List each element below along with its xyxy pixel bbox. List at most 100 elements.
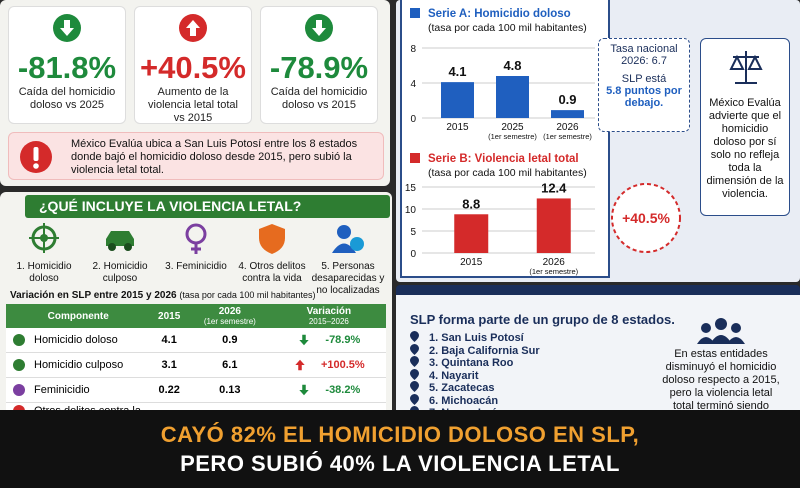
pin-shape: [410, 393, 419, 405]
pin-shape: [410, 343, 419, 355]
trend-arrow: [299, 334, 310, 346]
cell-text: -78.9%: [325, 333, 361, 346]
state: 1. San Luis Potosí: [410, 331, 524, 344]
table-subtitle: (tasa por cada 100 mil habitantes): [179, 290, 316, 300]
state: 4. Nayarit: [410, 368, 479, 382]
icon-arrow: [312, 20, 326, 36]
y-tick-label: 0: [410, 249, 416, 260]
table-cell: 0.22: [150, 377, 188, 403]
series-swatch: [410, 153, 420, 163]
nacional-slp: SLP está: [621, 73, 667, 85]
item-icon: [185, 223, 207, 254]
state-name: 1. San Luis Potosí: [429, 332, 524, 344]
x-tick-sublabel: (1er semestre): [488, 132, 537, 141]
stat-label: Aumento de la violencia letal total vs 2…: [148, 86, 238, 124]
cell-text: -38.2%: [325, 383, 361, 396]
cell-text: 3.1: [161, 359, 177, 371]
x-tick-label: 2026: [543, 257, 566, 268]
cell-text: 0.22: [158, 384, 180, 396]
stat-card: -81.8% Caída del homicidio doloso vs 2025: [8, 6, 126, 124]
icon: [185, 223, 207, 245]
bar: [454, 214, 489, 253]
table-row: Feminicidio 0.22 0.13 -38.2%: [6, 377, 386, 403]
x-tick-label: 2025: [501, 122, 524, 133]
table-cell: Homicidio culposo: [6, 352, 151, 378]
chart-title: Serie A: Homicidio doloso: [428, 8, 571, 20]
value-label: 12.4: [541, 180, 567, 195]
bar: [551, 110, 584, 118]
item-label: 1. Homicidio doloso: [16, 261, 72, 284]
table-heading: Variación en SLP entre 2015 y 2026 (tasa…: [10, 290, 315, 301]
stat-icon: [179, 14, 207, 42]
header-sub: 2015–2026: [308, 317, 349, 326]
grupo-title: SLP forma parte de un grupo de 8 estados…: [410, 312, 675, 327]
stat-icon: [53, 14, 81, 42]
arrow-shape: [295, 359, 305, 371]
evalua-text: México Evalúa advierte que el homicidio …: [706, 97, 784, 200]
header-cell: 2015: [150, 304, 188, 328]
item-icon: [332, 225, 364, 253]
table-cell: 6.1: [187, 352, 272, 378]
icon: [337, 225, 351, 239]
item-label: 2. Homicidio culposo: [92, 261, 148, 284]
state-name: 3. Quintana Roo: [429, 357, 514, 369]
nacional-rate: Tasa nacional 2026: 6.7: [610, 43, 678, 67]
pin-shape: [410, 356, 419, 367]
state: 5. Zacatecas: [410, 381, 494, 394]
icon: [191, 243, 201, 254]
item-label: 5. Personas desaparecidas y no localizad…: [311, 261, 385, 296]
table-row: Homicidio culposo 3.1 6.1 +100.5%: [6, 352, 386, 378]
pin: [410, 343, 419, 355]
header-row: Componente 2015 2026 (1er semestre) Variació…: [6, 304, 386, 328]
stat-label: Caída del homicidio doloso vs 2025: [18, 86, 116, 111]
pin-shape: [410, 331, 419, 342]
table-cell: Feminicidio: [6, 377, 151, 403]
state-name: 2. Baja California Sur: [429, 344, 540, 357]
header-cell: Componente: [6, 304, 151, 328]
pin: [410, 393, 419, 405]
table-cell: Homicidio doloso: [6, 328, 151, 353]
state-name: 4. Nayarit: [429, 369, 479, 382]
icon: [259, 224, 285, 254]
state: 6. Michoacán: [410, 393, 498, 407]
cell-text: Homicidio doloso: [34, 333, 118, 346]
cell-text: Homicidio culposo: [34, 358, 124, 371]
icon: [108, 243, 116, 251]
icon: [350, 237, 364, 251]
table-cell: 0.9: [187, 328, 272, 353]
x-tick-label: 2015: [446, 122, 469, 133]
caption: CAYÓ 82% EL HOMICIDIO DOLOSO EN SLP, PER…: [0, 410, 800, 488]
people-icon: [697, 318, 745, 344]
header-text: Componente: [47, 310, 109, 322]
value-label: 4.8: [503, 58, 521, 73]
nacional-diff: 5.8 puntos por debajo.: [606, 85, 682, 109]
evalua-box: México Evalúa advierte que el homicidio …: [700, 38, 790, 216]
chart-b: Serie B: Violencia letal total (tasa por …: [405, 153, 595, 276]
stat-value: +40.5%: [139, 50, 246, 85]
icon: [124, 243, 132, 251]
item-label: 3. Feminicidio: [165, 261, 227, 272]
y-tick-label: 5: [410, 227, 416, 238]
y-tick-label: 4: [410, 79, 416, 90]
cell-text: 4.1: [161, 334, 177, 346]
badge-text: +40.5%: [622, 210, 670, 226]
alert-text: México Evalúa ubica a San Luis Potosí en…: [71, 138, 358, 176]
chart-title: Serie B: Violencia letal total: [428, 153, 579, 165]
pin: [410, 381, 419, 392]
stat-value: -81.8%: [17, 50, 117, 85]
trend-arrow: [295, 359, 305, 371]
bar: [441, 82, 474, 118]
x-tick-label: 2026: [556, 122, 579, 133]
series-swatch: [410, 8, 420, 18]
pin-shape: [410, 368, 419, 380]
stat-label: Caída del homicidio doloso vs 2015: [270, 86, 368, 111]
item: 2. Homicidio culposo: [82, 222, 158, 285]
row-icon: [13, 359, 25, 371]
header-cell: 2026 (1er semestre): [187, 304, 272, 328]
stat-icon: [305, 14, 333, 42]
chart-a: Serie A: Homicidio doloso (tasa por cada …: [410, 8, 595, 141]
bar: [496, 76, 529, 118]
icon: [29, 223, 59, 253]
table-cell: -78.9%: [271, 328, 386, 353]
